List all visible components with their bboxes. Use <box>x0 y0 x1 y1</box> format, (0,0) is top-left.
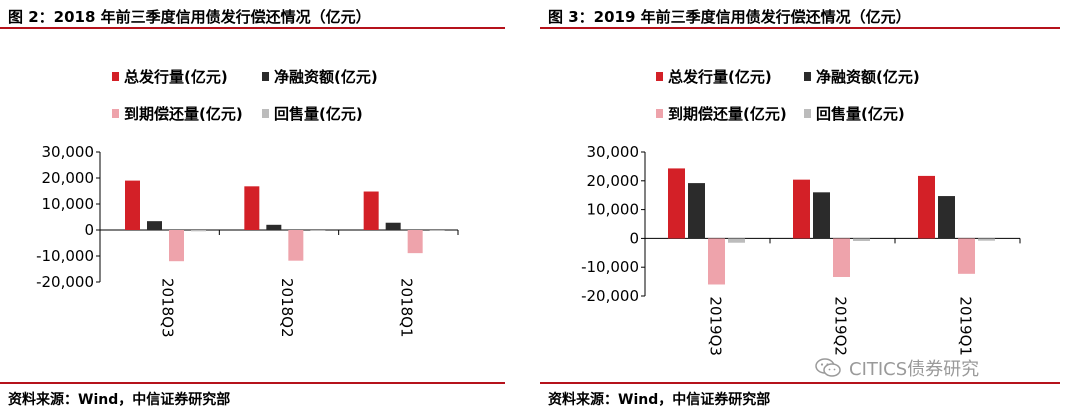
legend-item-putback: 回售量(亿元) <box>804 103 905 124</box>
bar-净融资额-2018Q2 <box>266 224 282 230</box>
legend-item-putback: 回售量(亿元) <box>262 103 363 124</box>
legend-label: 净融资额(亿元) <box>274 68 378 86</box>
legend-item-net-financing: 净融资额(亿元) <box>804 66 920 87</box>
bar-总发行量-2019Q2 <box>793 179 810 239</box>
figure-title: 图 2：2018 年前三季度信用债发行偿还情况（亿元） <box>8 8 371 26</box>
y-tick-label: 30,000 <box>42 143 95 161</box>
bar-回售量-2018Q1 <box>429 230 445 231</box>
legend-item-maturity: 到期偿还量(亿元) <box>112 103 243 124</box>
bar-净融资额-2019Q1 <box>938 196 955 239</box>
bar-到期偿还量-2019Q1 <box>958 238 975 274</box>
bar-总发行量-2019Q3 <box>668 168 685 239</box>
legend-swatch <box>804 72 811 81</box>
bar-回售量-2019Q3 <box>728 238 745 243</box>
bar-总发行量-2018Q1 <box>363 191 379 230</box>
bar-净融资额-2019Q2 <box>813 192 830 239</box>
watermark-text: CITICS债券研究 <box>849 359 980 380</box>
y-tick-label: -10,000 <box>36 247 94 265</box>
title-rule <box>540 27 1060 29</box>
legend-label: 总发行量(亿元) <box>124 68 228 86</box>
legend-item-maturity: 到期偿还量(亿元) <box>656 103 787 124</box>
legend-swatch <box>804 109 811 118</box>
figure-title: 图 3：2019 年前三季度信用债发行偿还情况（亿元） <box>548 8 911 26</box>
bar-到期偿还量-2018Q2 <box>288 230 304 261</box>
source-rule <box>0 382 505 384</box>
legend-swatch <box>262 109 269 118</box>
x-category-label: 2018Q1 <box>397 278 415 338</box>
x-category-label: 2018Q3 <box>159 278 177 338</box>
legend-swatch <box>656 72 663 81</box>
y-tick-label: 10,000 <box>587 201 640 219</box>
source-rule <box>540 382 1060 384</box>
y-tick-label: 0 <box>629 229 639 247</box>
y-tick-label: 20,000 <box>587 172 640 190</box>
legend-label: 回售量(亿元) <box>816 105 905 123</box>
legend-label: 到期偿还量(亿元) <box>668 105 787 123</box>
legend-swatch <box>262 72 269 81</box>
bar-总发行量-2018Q2 <box>244 186 260 230</box>
wechat-icon <box>815 358 841 377</box>
y-tick-label: -20,000 <box>36 273 94 291</box>
bar-总发行量-2018Q3 <box>125 180 140 230</box>
x-category-label: 2019Q1 <box>957 296 975 356</box>
bar-净融资额-2018Q1 <box>385 222 401 230</box>
bar-到期偿还量-2019Q2 <box>833 238 850 277</box>
legend-label: 总发行量(亿元) <box>668 68 772 86</box>
x-category-label: 2018Q2 <box>278 278 296 338</box>
legend-swatch <box>112 72 119 81</box>
watermark: CITICS债券研究 <box>815 355 979 381</box>
legend-label: 净融资额(亿元) <box>816 68 920 86</box>
source-note: 资料来源：Wind，中信证券研究部 <box>8 392 231 408</box>
x-category-label: 2019Q2 <box>832 296 850 356</box>
bar-净融资额-2019Q3 <box>688 183 705 239</box>
bar-净融资额-2018Q3 <box>147 221 162 230</box>
legend-item-total-issuance: 总发行量(亿元) <box>656 66 772 87</box>
bar-到期偿还量-2018Q3 <box>169 230 184 262</box>
legend-item-net-financing: 净融资额(亿元) <box>262 66 378 87</box>
legend-swatch <box>656 109 663 118</box>
chart-panel-2019: 图 3：2019 年前三季度信用债发行偿还情况（亿元） 总发行量(亿元) 净融资… <box>540 0 1080 419</box>
y-tick-label: -10,000 <box>581 258 639 276</box>
bar-回售量-2019Q2 <box>853 238 870 241</box>
y-tick-label: 10,000 <box>42 195 95 213</box>
legend-label: 到期偿还量(亿元) <box>124 105 243 123</box>
title-rule <box>0 27 505 29</box>
chart-panel-2018: 图 2：2018 年前三季度信用债发行偿还情况（亿元） 总发行量(亿元) 净融资… <box>0 0 505 419</box>
y-tick-label: 0 <box>84 221 94 239</box>
legend-item-total-issuance: 总发行量(亿元) <box>112 66 228 87</box>
source-note: 资料来源：Wind，中信证券研究部 <box>548 392 771 408</box>
bar-回售量-2018Q2 <box>310 230 326 231</box>
legend-swatch <box>112 109 119 118</box>
y-tick-label: -20,000 <box>581 287 639 305</box>
bar-到期偿还量-2019Q3 <box>708 238 725 285</box>
bar-到期偿还量-2018Q1 <box>407 230 423 254</box>
bar-回售量-2018Q3 <box>191 230 206 232</box>
bar-chart-2018: 30,000 20,000 10,000 0 -10,000 -20,000 2018Q3 2… <box>36 143 459 338</box>
legend-label: 回售量(亿元) <box>274 105 363 123</box>
x-category-label: 2019Q3 <box>707 296 725 356</box>
bar-回售量-2019Q1 <box>978 238 995 241</box>
y-tick-label: 30,000 <box>587 143 640 161</box>
bar-chart-2019: 30,000 20,000 10,000 0 -10,000 -20,000 2019Q3 2… <box>581 143 1021 356</box>
y-tick-label: 20,000 <box>42 169 95 187</box>
bar-总发行量-2019Q1 <box>918 175 935 239</box>
